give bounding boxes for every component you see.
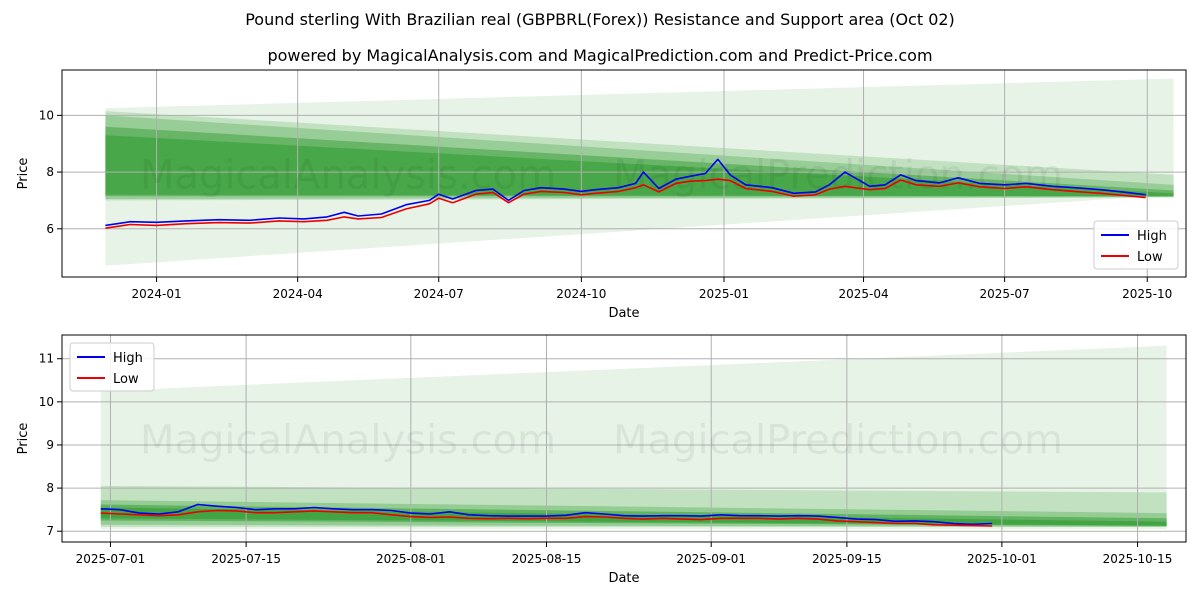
- x-tick-label: 2024-10: [556, 287, 606, 301]
- legend-label-low: Low: [113, 372, 139, 387]
- series-line-low: [100, 509, 993, 527]
- y-axis-label: Price: [16, 158, 31, 190]
- y-tick-label: 8: [46, 481, 54, 495]
- panel-bottom: MagicalAnalysis.com MagicalPrediction.com…: [16, 334, 1187, 586]
- x-tick-label: 2025-10-01: [967, 552, 1037, 566]
- resistance-support-band-4: [105, 135, 1174, 197]
- x-tick-label: 2025-08-15: [512, 552, 582, 566]
- series-line-high: [100, 503, 993, 526]
- y-axis-label: Price: [16, 423, 31, 455]
- series-line-low: [105, 178, 1146, 229]
- panel-top: MagicalAnalysis.com MagicalPrediction.com…: [16, 69, 1187, 321]
- y-tick-label: 10: [39, 395, 54, 409]
- y-tick-label: 11: [39, 352, 54, 366]
- legend-label-low: Low: [1137, 250, 1163, 265]
- legend: High Low: [69, 342, 155, 392]
- y-tick-label: 10: [39, 108, 54, 122]
- legend: High Low: [1093, 220, 1179, 270]
- x-tick-label: 2025-10: [1122, 287, 1172, 301]
- x-tick-label: 2025-08-01: [376, 552, 446, 566]
- legend-label-high: High: [113, 351, 143, 366]
- legend-label-high: High: [1137, 229, 1167, 244]
- chart-subtitle: powered by MagicalAnalysis.com and Magic…: [267, 46, 933, 65]
- x-axis-label: Date: [608, 306, 639, 321]
- y-tick-label: 8: [46, 165, 54, 179]
- y-tick-label: 9: [46, 438, 54, 452]
- plot-area: MagicalAnalysis.com MagicalPrediction.com: [62, 335, 1186, 542]
- watermark-left: MagicalAnalysis.com: [140, 153, 556, 199]
- resistance-support-band-0: [100, 345, 1167, 530]
- plot-frame: [61, 69, 1187, 278]
- y-tick-label: 6: [46, 222, 54, 236]
- watermark-right: MagicalPrediction.com: [613, 153, 1063, 199]
- plot-frame: [61, 334, 1187, 543]
- x-tick-label: 2025-07-01: [76, 552, 146, 566]
- x-tick-label: 2025-09-15: [812, 552, 882, 566]
- x-tick-label: 2025-10-15: [1103, 552, 1173, 566]
- x-tick-label: 2024-01: [132, 287, 182, 301]
- x-axis-label: Date: [608, 571, 639, 586]
- watermark-right: MagicalPrediction.com: [613, 418, 1063, 464]
- x-tick-label: 2024-04: [273, 287, 323, 301]
- chart-title: Pound sterling With Brazilian real (GBPB…: [245, 10, 955, 29]
- plot-area: MagicalAnalysis.com MagicalPrediction.com: [62, 70, 1186, 277]
- x-tick-label: 2024-07: [414, 287, 464, 301]
- y-tick-label: 7: [46, 524, 54, 538]
- x-tick-label: 2025-04: [838, 287, 888, 301]
- x-tick-label: 2025-07-15: [211, 552, 281, 566]
- series-line-high: [105, 158, 1146, 227]
- x-tick-label: 2025-07: [980, 287, 1030, 301]
- watermark-left: MagicalAnalysis.com: [140, 418, 556, 464]
- x-tick-label: 2025-09-01: [676, 552, 746, 566]
- x-tick-label: 2025-01: [699, 287, 749, 301]
